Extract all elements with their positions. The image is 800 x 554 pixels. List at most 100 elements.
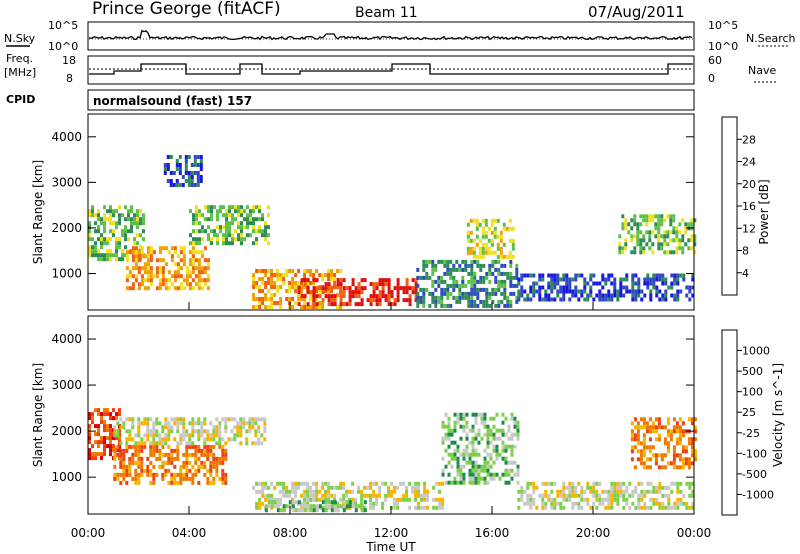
- echo-cell: [300, 281, 304, 285]
- echo-cell: [492, 436, 496, 441]
- echo-cell: [161, 270, 165, 275]
- echo-cell: [339, 294, 343, 299]
- echo-cell: [282, 508, 286, 513]
- echo-cell: [477, 480, 481, 485]
- echo-cell: [189, 233, 192, 238]
- echo-cell: [263, 425, 267, 430]
- echo-cell: [503, 271, 507, 276]
- echo-cell: [630, 457, 634, 462]
- echo-cell: [264, 504, 268, 509]
- echo-cell: [124, 225, 127, 230]
- echo-cell: [139, 233, 142, 238]
- echo-cell: [176, 480, 180, 485]
- echo-cell: [134, 278, 138, 283]
- echo-cell: [643, 489, 647, 494]
- echo-cell: [479, 299, 483, 304]
- echo-cell: [649, 297, 653, 302]
- echo-cell: [131, 460, 135, 465]
- echo-cell: [646, 505, 650, 510]
- echo-cell: [185, 452, 189, 457]
- echo-cell: [504, 468, 508, 473]
- x-tick-label: 00:00: [677, 526, 712, 540]
- echo-cell: [613, 281, 617, 286]
- echo-cell: [212, 444, 216, 449]
- echo-cell: [330, 289, 334, 293]
- echo-cell: [556, 289, 560, 294]
- echo-cell: [276, 504, 280, 509]
- echo-cell: [176, 421, 180, 426]
- echo-cell: [127, 237, 130, 242]
- echo-cell: [481, 230, 485, 235]
- echo-cell: [209, 421, 213, 426]
- echo-cell: [103, 217, 106, 222]
- echo-cell: [655, 277, 659, 282]
- echo-cell: [541, 505, 545, 510]
- echo-cell: [309, 305, 313, 309]
- echo-cell: [399, 497, 403, 502]
- echo-cell: [562, 493, 566, 498]
- echo-cell: [631, 493, 635, 498]
- echo-cell: [450, 428, 454, 433]
- echo-cell: [459, 476, 463, 481]
- echo-cell: [288, 493, 292, 498]
- echo-cell: [336, 504, 340, 509]
- echo-cell: [321, 497, 325, 502]
- echo-cell: [443, 259, 447, 264]
- echo-cell: [103, 257, 106, 262]
- echo-cell: [480, 464, 484, 469]
- echo-cell: [125, 254, 129, 259]
- echo-cell: [630, 429, 634, 434]
- echo-cell: [360, 493, 364, 498]
- echo-cell: [167, 456, 171, 461]
- echo-cell: [342, 497, 346, 502]
- colorbar-tick-label: 12: [742, 222, 756, 235]
- echo-cell: [669, 433, 673, 438]
- echo-cell: [479, 263, 483, 268]
- echo-cell: [195, 241, 198, 246]
- echo-cell: [682, 277, 686, 282]
- echo-cell: [449, 259, 453, 264]
- echo-cell: [535, 289, 539, 294]
- echo-cell: [440, 279, 444, 284]
- echo-cell: [459, 468, 463, 473]
- echo-cell: [541, 285, 545, 290]
- echo-cell: [137, 417, 141, 422]
- echo-cell: [228, 213, 231, 218]
- echo-cell: [113, 452, 117, 457]
- echo-cell: [161, 464, 165, 469]
- echo-cell: [372, 501, 376, 506]
- echo-cell: [568, 485, 572, 490]
- echo-cell: [461, 291, 465, 296]
- echo-cell: [109, 229, 112, 234]
- echo-cell: [691, 481, 695, 486]
- echo-cell: [191, 452, 195, 457]
- echo-cell: [351, 278, 355, 283]
- echo-cell: [396, 501, 400, 506]
- echo-cell: [136, 233, 139, 238]
- echo-cell: [470, 263, 474, 268]
- colorbar-tick-label: -25: [742, 427, 760, 440]
- echo-cell: [239, 421, 243, 426]
- echo-cell: [294, 500, 298, 505]
- echo-cell: [646, 489, 650, 494]
- echo-cell: [137, 429, 141, 434]
- echo-cell: [252, 225, 255, 230]
- echo-cell: [221, 448, 225, 453]
- echo-cell: [630, 238, 634, 243]
- echo-cell: [303, 278, 307, 283]
- echo-cell: [315, 289, 319, 293]
- echo-cell: [464, 295, 468, 300]
- echo-cell: [607, 489, 611, 494]
- echo-cell: [333, 500, 337, 505]
- echo-cell: [282, 504, 286, 509]
- echo-cell: [390, 302, 394, 307]
- echo-cell: [131, 437, 135, 442]
- echo-cell: [399, 481, 403, 486]
- echo-cell: [642, 246, 646, 251]
- echo-cell: [565, 493, 569, 498]
- echo-cell: [601, 285, 605, 290]
- echo-cell: [601, 297, 605, 302]
- echo-cell: [396, 294, 400, 299]
- echo-cell: [312, 508, 316, 513]
